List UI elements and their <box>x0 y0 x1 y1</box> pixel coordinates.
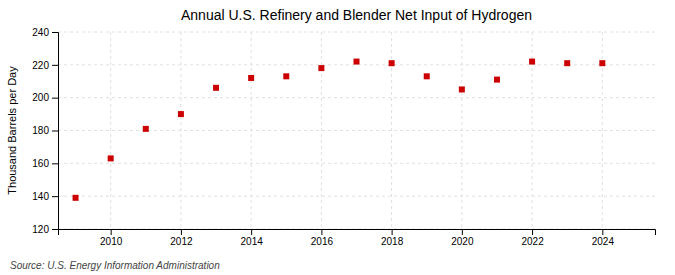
tick-label: 200 <box>32 92 49 103</box>
tick: 140 <box>32 191 58 202</box>
tick-mark <box>52 196 58 197</box>
tick-label: 120 <box>32 224 49 235</box>
tick-mark <box>392 229 393 235</box>
tick-label: 2024 <box>592 236 615 247</box>
point <box>424 73 430 79</box>
tick: 200 <box>32 92 58 103</box>
tick-label: 2022 <box>521 236 544 247</box>
tick: 2010 <box>100 229 123 247</box>
tick-label: 140 <box>32 191 49 202</box>
tick: 240 <box>32 27 58 38</box>
axis-line <box>59 230 656 236</box>
point <box>529 59 535 65</box>
tick: 2024 <box>592 229 615 247</box>
point <box>354 59 360 65</box>
point <box>73 195 79 201</box>
tick-mark <box>532 229 533 235</box>
tick: 2020 <box>451 229 474 247</box>
tick-mark <box>52 163 58 164</box>
annotation: Source: U.S. Energy Information Administ… <box>10 260 220 271</box>
tick-mark <box>181 229 182 235</box>
grid-line <box>58 97 655 98</box>
tick-mark <box>52 65 58 66</box>
x-axis: 2010 2012 2014 2016 2018 2020 2022 2024 <box>59 229 656 247</box>
tick: 2018 <box>381 229 404 247</box>
grid-line <box>58 32 655 33</box>
tick-mark <box>602 229 603 235</box>
point <box>599 60 605 66</box>
tick-mark <box>321 229 322 235</box>
tick-mark <box>52 229 58 230</box>
tick-mark <box>52 32 58 33</box>
grid-line <box>58 163 655 164</box>
tick-label: 220 <box>32 60 49 71</box>
tick-mark <box>52 98 58 99</box>
grid-line <box>110 32 111 229</box>
tick-label: 2014 <box>241 236 264 247</box>
tick: 120 <box>32 224 58 235</box>
tick: 160 <box>32 158 58 169</box>
tick: 220 <box>32 60 58 71</box>
point <box>459 86 465 92</box>
plot: 2010 2012 2014 2016 2018 2020 2022 2024 120 140 16… <box>32 27 655 247</box>
tick-label: 2010 <box>100 236 123 247</box>
tick: 2022 <box>521 229 544 247</box>
axis-line <box>52 33 59 230</box>
tick-mark <box>462 229 463 235</box>
point <box>248 75 254 81</box>
points <box>73 59 606 201</box>
point <box>564 60 570 66</box>
grid-line <box>58 196 655 197</box>
tick: 2016 <box>311 229 334 247</box>
grid <box>58 32 655 229</box>
tick-label: 180 <box>32 125 49 136</box>
tick-label: 2012 <box>170 236 193 247</box>
point <box>318 65 324 71</box>
point <box>108 155 114 161</box>
point <box>178 111 184 117</box>
tick-label: 240 <box>32 27 49 38</box>
tick-label: 2020 <box>451 236 474 247</box>
point <box>389 60 395 66</box>
tick-mark <box>251 229 252 235</box>
tick-label: 2018 <box>381 236 404 247</box>
point <box>143 126 149 132</box>
tick: 2012 <box>170 229 193 247</box>
title: Annual U.S. Refinery and Blender Net Inp… <box>181 7 532 23</box>
point <box>283 73 289 79</box>
grid-line <box>321 32 322 229</box>
point <box>494 77 500 83</box>
tick: 180 <box>32 125 58 136</box>
tick-label: 160 <box>32 158 49 169</box>
tick-mark <box>111 229 112 235</box>
point <box>213 85 219 91</box>
tick-label: 2016 <box>311 236 334 247</box>
y-axis-title: Thousand Barrels per Day <box>6 66 18 195</box>
tick: 2014 <box>241 229 264 247</box>
tick-mark <box>52 131 58 132</box>
chart: 2010 2012 2014 2016 2018 2020 2022 2024 120 140 16… <box>0 0 675 275</box>
y-axis: 120 140 160 180 200 220 240 <box>32 27 58 235</box>
